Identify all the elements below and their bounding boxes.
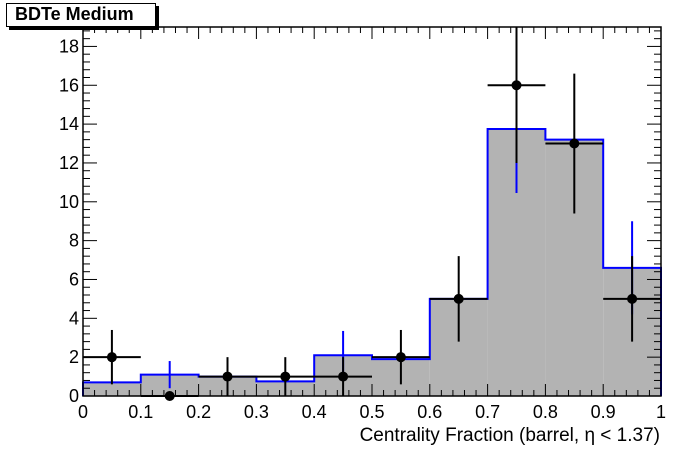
y-axis-tick-label: 0 [69, 386, 79, 406]
y-axis-tick-label: 18 [59, 36, 79, 56]
x-axis-tick-label: 0.8 [533, 402, 558, 422]
data-point [106, 352, 117, 363]
x-axis-tick-label: 1 [656, 402, 666, 422]
y-axis-tick-label: 16 [59, 75, 79, 95]
y-axis-tick-label: 10 [59, 192, 79, 212]
y-axis-tick-label: 6 [69, 269, 79, 289]
y-axis-tick-label: 8 [69, 231, 79, 251]
y-axis-tick-label: 4 [69, 308, 79, 328]
y-axis-tick-label: 2 [69, 347, 79, 367]
x-axis-tick-label: 0.9 [591, 402, 616, 422]
x-axis-tick-label: 0.7 [475, 402, 500, 422]
x-axis-tick-label: 0.6 [417, 402, 442, 422]
x-axis-tick-label: 0.4 [302, 402, 327, 422]
y-axis-tick-label: 14 [59, 114, 79, 134]
x-axis-title: Centrality Fraction (barrel, η < 1.37) [359, 425, 660, 446]
data-point [627, 293, 638, 304]
data-point [395, 352, 406, 363]
x-axis-tick-label: 0.2 [186, 402, 211, 422]
x-axis-tick-label: 0.1 [128, 402, 153, 422]
x-axis-tick-label: 0.5 [359, 402, 384, 422]
x-axis-tick-label: 0.3 [244, 402, 269, 422]
data-point [222, 371, 233, 382]
data-point [511, 80, 522, 91]
data-point [338, 371, 349, 382]
x-axis-tick-label: 0 [78, 402, 88, 422]
data-point [569, 138, 580, 149]
histogram-bar [83, 382, 141, 396]
data-point [453, 293, 464, 304]
chart-title: BDTe Medium [6, 3, 156, 27]
y-axis-tick-label: 12 [59, 153, 79, 173]
data-point [280, 371, 291, 382]
